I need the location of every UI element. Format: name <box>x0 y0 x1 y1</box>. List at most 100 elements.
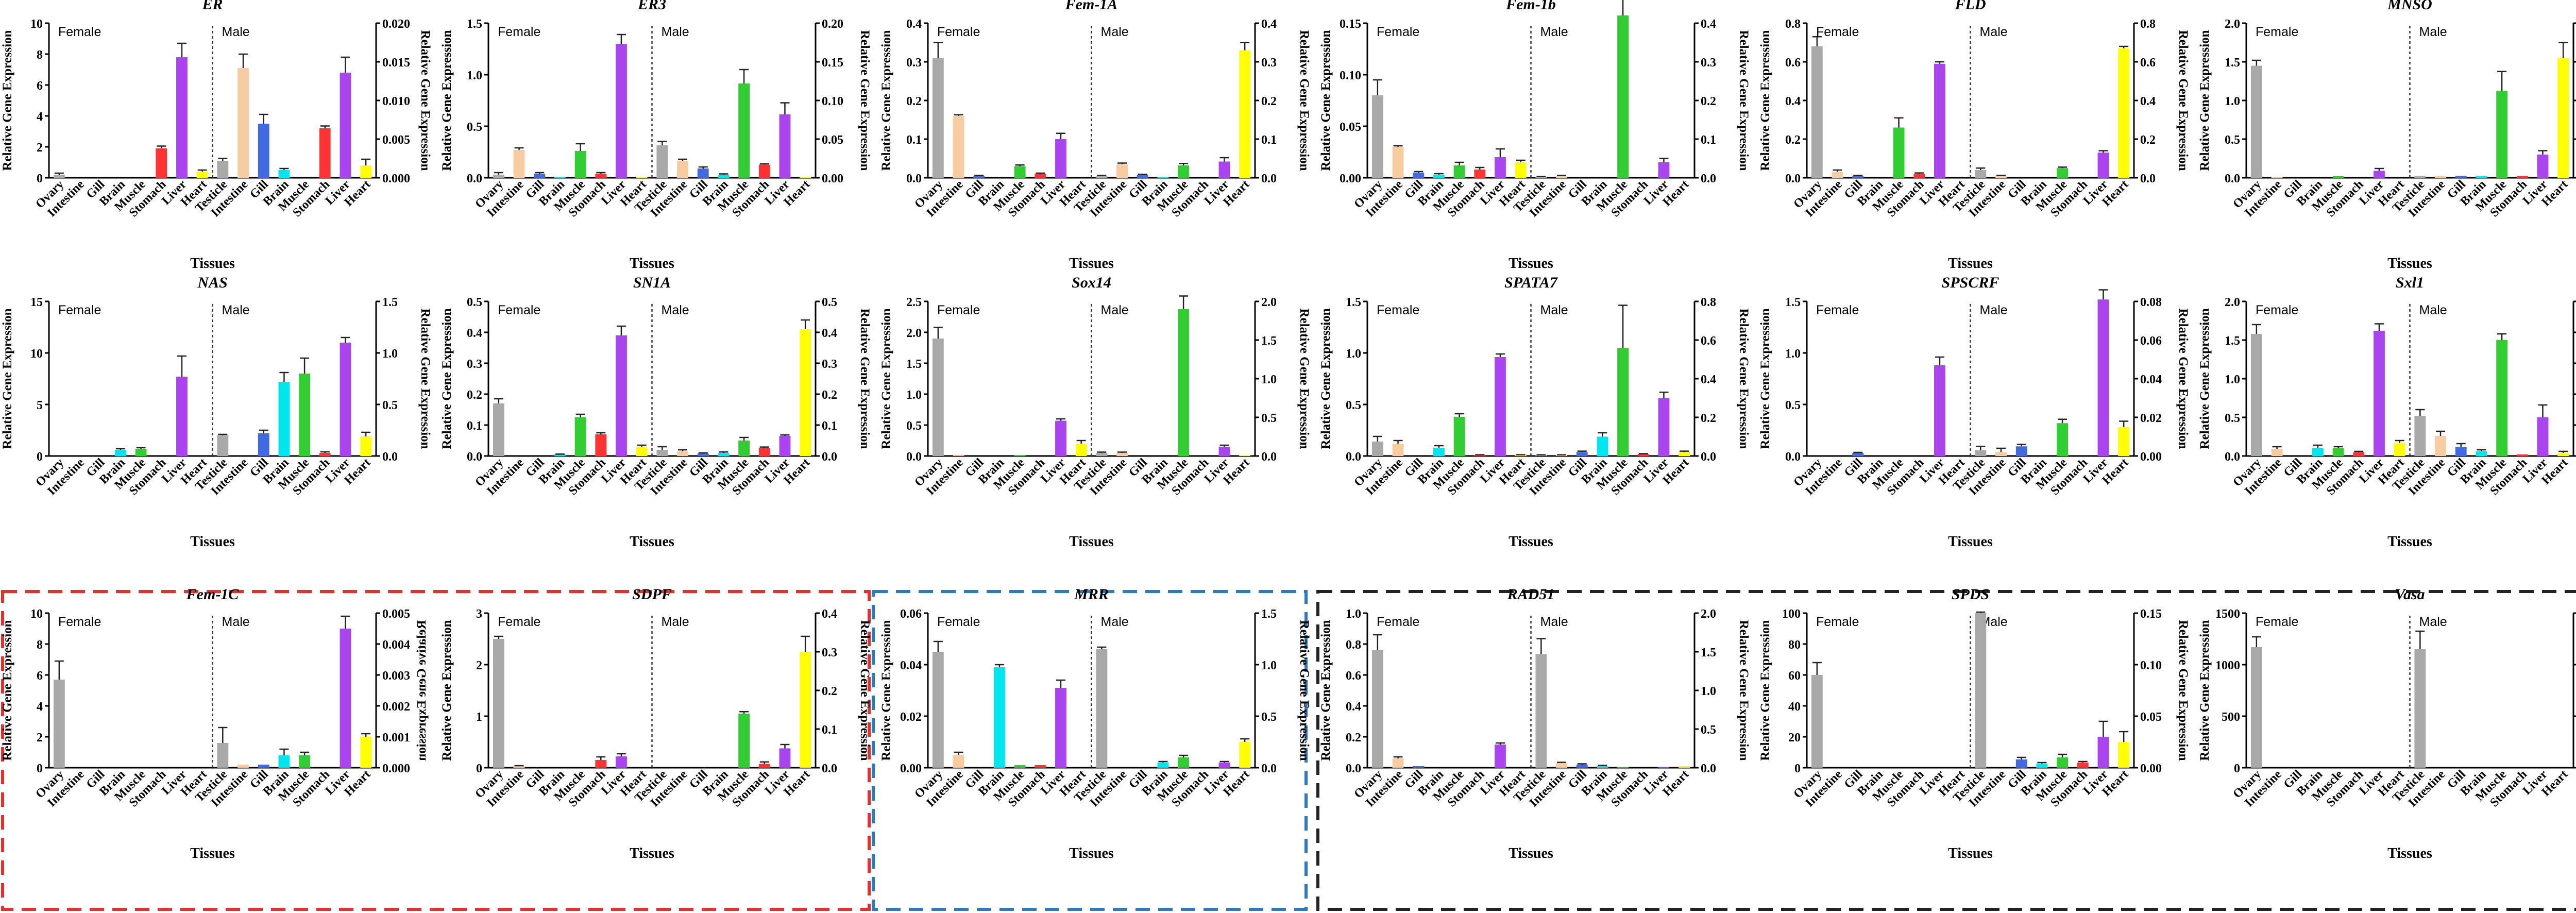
y-tick-label-left: 500 <box>2222 711 2240 724</box>
y-tick-label-left: 1.0 <box>1346 347 1361 361</box>
bar <box>2476 451 2487 456</box>
y-tick-label-right: 0.06 <box>2140 334 2162 348</box>
y-tick-label-left: 0.2 <box>1785 133 1801 147</box>
bar <box>1453 417 1465 456</box>
bar <box>1576 765 1588 768</box>
male-label: Male <box>1540 25 1568 39</box>
bar <box>2455 176 2467 178</box>
y-tick-label-left: 1.0 <box>1346 607 1361 621</box>
bar <box>697 168 709 178</box>
y-tick-label-right: 0.4 <box>822 327 837 340</box>
chart-panel-15: RAD51 0.0 0.2 0.4 0.6 0.8 1.0 0.0 0.5 1.0 1.5 2.0 Re… <box>1319 586 1751 861</box>
y-tick-label-left: 0.6 <box>1785 56 1801 70</box>
bar <box>258 124 269 178</box>
bar <box>616 335 627 456</box>
y-tick-label-right: 0.3 <box>1701 56 1716 70</box>
y-axis-label-left: Relative Gene Expression <box>1 30 14 171</box>
y-tick-label-left: 2 <box>476 659 482 672</box>
y-axis-label-left: Relative Gene Expression <box>1758 620 1772 760</box>
bar <box>1178 309 1190 456</box>
bar <box>554 454 566 456</box>
bar <box>636 177 648 178</box>
bar <box>2414 416 2426 456</box>
y-tick-label-right: 2.0 <box>1701 607 1716 621</box>
y-tick-label-right: 0.003 <box>382 669 410 683</box>
x-axis-label: Tissues <box>1069 256 1114 272</box>
y-tick-label-right: 0.00 <box>2140 450 2162 464</box>
male-label: Male <box>2419 615 2447 629</box>
y-tick-label-right: 0.1 <box>1701 133 1716 147</box>
female-label: Female <box>1816 25 1859 39</box>
bar <box>738 441 750 456</box>
y-axis-label-left: Relative Gene Expression <box>879 30 893 171</box>
bar <box>2414 176 2426 178</box>
y-tick-label-right: 1.5 <box>1701 646 1716 660</box>
bar <box>2332 176 2344 178</box>
y-tick-label-right: 0.10 <box>2140 659 2162 672</box>
bar <box>1679 452 1690 456</box>
bar <box>360 165 372 178</box>
bar <box>1975 450 1987 456</box>
y-tick-label-left: 0.5 <box>906 419 922 433</box>
y-tick-label-right: 0.4 <box>1261 18 1277 31</box>
y-tick-label-right: 0.0 <box>822 450 837 464</box>
y-tick-label-left: 100 <box>1782 607 1801 621</box>
y-axis-label-right: Relative Gene Expression <box>1737 30 1751 171</box>
y-tick-label-left: 40 <box>1788 700 1801 714</box>
bar <box>2015 446 2027 456</box>
x-axis-label: Tissues <box>1509 256 1553 272</box>
y-tick-label-left: 0.5 <box>467 121 482 134</box>
y-tick-label-right: 2.0 <box>1261 296 1277 309</box>
bar <box>1433 175 1445 178</box>
male-label: Male <box>662 615 689 629</box>
bar <box>1218 763 1230 768</box>
y-axis-label-left: Relative Gene Expression <box>440 30 454 171</box>
bar <box>1474 455 1486 456</box>
y-tick-label-right: 0.4 <box>822 607 837 621</box>
y-tick-label-left: 0 <box>37 450 43 464</box>
bar <box>953 455 964 456</box>
male-label: Male <box>222 303 250 317</box>
y-tick-label-right: 0.000 <box>382 172 410 185</box>
x-axis-label: Tissues <box>1509 846 1553 861</box>
y-tick-label-right: 0.8 <box>2140 18 2156 31</box>
y-tick-label-right: 0.6 <box>1701 334 1716 348</box>
bar <box>574 151 586 178</box>
y-tick-label-left: 1.0 <box>467 69 482 82</box>
y-tick-label-left: 0.1 <box>906 133 922 147</box>
bar <box>1658 162 1670 178</box>
bar <box>554 177 566 178</box>
bar <box>677 161 688 178</box>
chart-title: FLD <box>1955 0 1986 13</box>
y-tick-label-left: 2.0 <box>2225 18 2240 31</box>
y-tick-label-left: 0.2 <box>467 388 482 402</box>
bar <box>2015 759 2027 768</box>
bar <box>238 68 249 178</box>
y-tick-label-right: 0.4 <box>1701 373 1716 386</box>
y-axis-label-left: Relative Gene Expression <box>2198 620 2212 760</box>
y-tick-label-left: 0.2 <box>1346 731 1361 745</box>
y-axis-label-right: Relative Gene Expression <box>1737 620 1751 760</box>
bar <box>800 652 811 768</box>
y-axis-label-left: Relative Gene Expression <box>1319 620 1333 760</box>
x-axis-label: Tissues <box>630 256 674 272</box>
bar <box>1453 165 1465 178</box>
y-tick-label-left: 8 <box>37 48 43 62</box>
bar <box>493 403 504 456</box>
group-box-black <box>1316 590 2576 911</box>
y-tick-label-right: 0.08 <box>2140 296 2162 309</box>
y-tick-label-left: 0 <box>476 762 482 775</box>
y-tick-label-right: 0.0 <box>1701 450 1716 464</box>
x-axis-label: Tissues <box>1948 534 1993 550</box>
bar <box>176 377 188 456</box>
y-tick-label-right: 1.0 <box>1261 659 1277 672</box>
bar <box>1934 63 1945 178</box>
bar <box>1495 745 1506 768</box>
bar <box>258 433 269 456</box>
bar <box>1617 15 1629 178</box>
y-tick-label-left: 1.5 <box>2225 56 2240 70</box>
y-axis-label-left: Relative Gene Expression <box>440 308 454 449</box>
y-tick-label-right: 0.0 <box>1261 172 1277 185</box>
bar <box>1218 161 1230 178</box>
